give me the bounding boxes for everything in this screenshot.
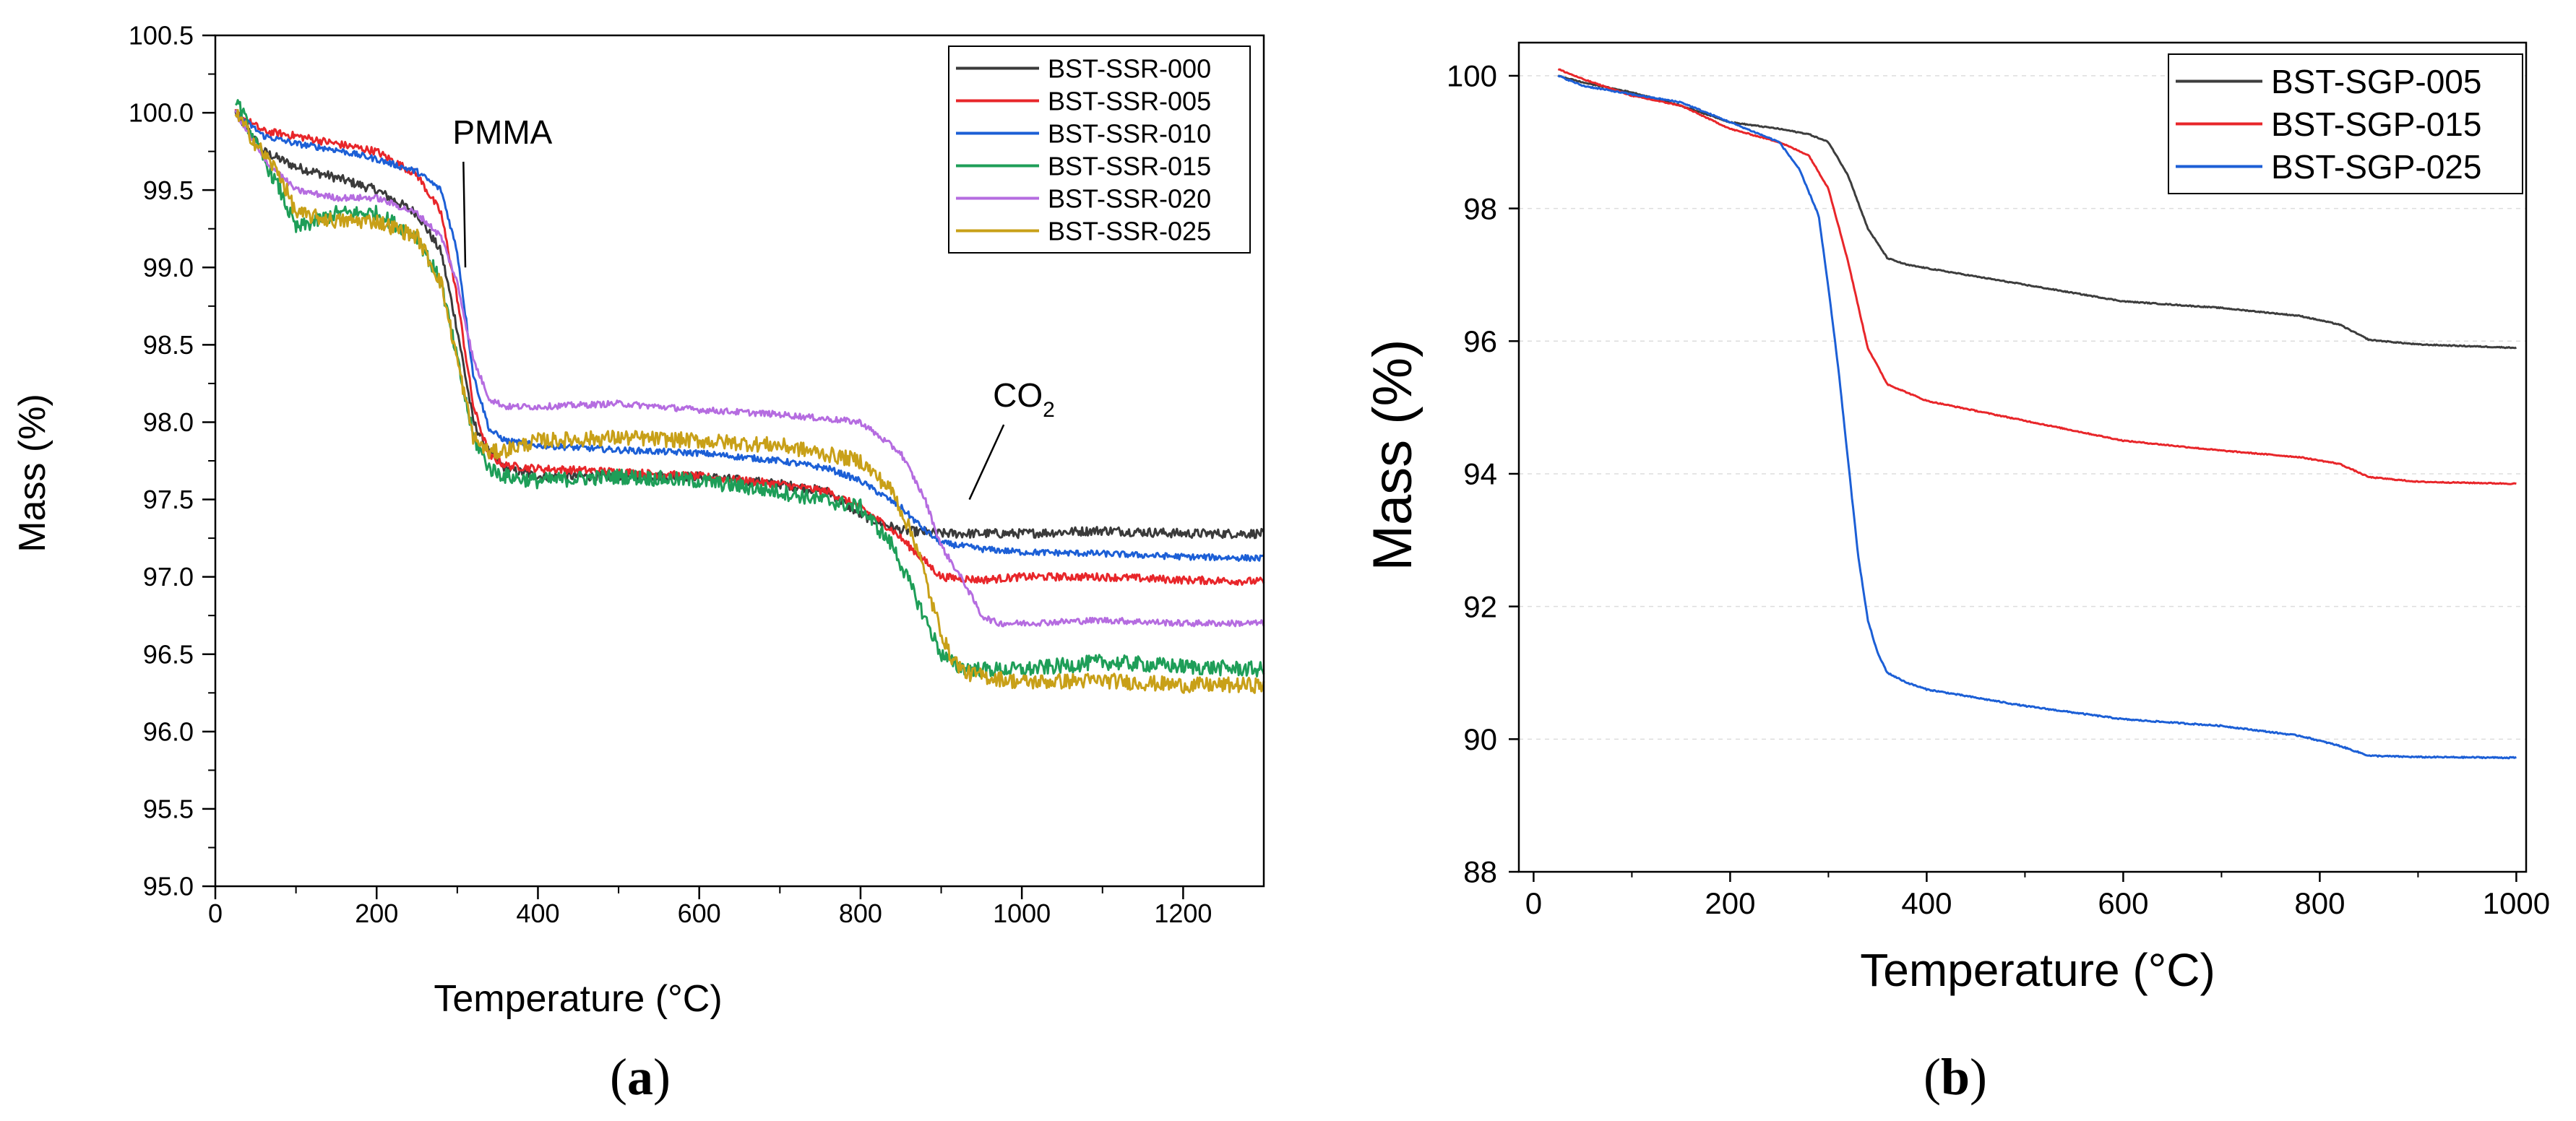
pa-y-tick-label-6: 98.0	[143, 407, 194, 437]
pb-y-tick-label-5: 98	[1463, 191, 1497, 225]
pa-x-tick-label-6: 1200	[1154, 899, 1212, 928]
pa-x-tick-label-0: 0	[208, 899, 223, 928]
pa-legend-label-4: BST-SSR-020	[1048, 183, 1211, 213]
pa-legend-label-2: BST-SSR-010	[1048, 118, 1211, 148]
caption-a-close: )	[652, 1048, 671, 1106]
pa-annotation-1: CO2	[993, 376, 1055, 422]
pb-x-tick-label-3: 600	[2098, 886, 2148, 920]
pa-annotation-line-0	[462, 161, 467, 268]
pb-legend-label-0: BST-SGP-005	[2271, 63, 2481, 100]
pa-legend-label-0: BST-SSR-000	[1048, 53, 1211, 83]
pa-x-tick-label-1: 200	[355, 899, 398, 928]
pa-annotation-0: PMMA	[452, 113, 552, 151]
pb-legend-label-1: BST-SGP-015	[2271, 105, 2481, 143]
caption-a: (a)	[610, 1047, 671, 1107]
pa-series-bst-ssr-000	[234, 111, 1265, 540]
pa-legend-label-1: BST-SSR-005	[1048, 86, 1211, 116]
pa-series-bst-ssr-020	[234, 110, 1265, 628]
pb-x-tick-label-2: 400	[1901, 886, 1952, 920]
pa-series-bst-ssr-010	[234, 109, 1265, 562]
pb-y-tick-label-3: 94	[1463, 457, 1497, 491]
pb-legend-label-2: BST-SGP-025	[2271, 148, 2481, 186]
panel-a: 0 200 400 600 800 1000 1200 95.0 95.5 96.0 96.5 97.…	[12, 21, 1265, 1020]
pa-y-tick-label-2: 96.0	[143, 717, 194, 746]
pa-x-tick-label-3: 600	[678, 899, 721, 928]
pa-x-tick-label-4: 800	[839, 899, 882, 928]
caption-b: (b)	[1924, 1047, 1987, 1107]
pa-y-tick-label-11: 100.5	[129, 21, 194, 51]
pa-y-tick-label-10: 100.0	[129, 98, 194, 128]
pa-y-tick-label-5: 97.5	[143, 485, 194, 514]
caption-b-close: )	[1970, 1048, 1988, 1106]
pa-series-bst-ssr-025	[234, 108, 1265, 694]
y-axis-label-b: Mass (%)	[1362, 339, 1423, 571]
pb-y-tick-label-4: 96	[1463, 324, 1497, 358]
caption-a-open: (	[610, 1048, 627, 1106]
pb-y-tick-label-2: 92	[1463, 589, 1497, 623]
pa-y-tick-label-9: 99.5	[143, 176, 194, 205]
pa-y-tick-label-3: 96.5	[143, 639, 194, 669]
pb-y-tick-label-0: 88	[1463, 855, 1497, 889]
pa-y-tick-label-1: 95.5	[143, 795, 194, 824]
pa-y-tick-label-0: 95.0	[143, 872, 194, 901]
pb-x-tick-label-0: 0	[1525, 886, 1542, 920]
pa-y-tick-label-7: 98.5	[143, 330, 194, 360]
pb-y-tick-label-1: 90	[1463, 722, 1497, 756]
pb-y-tick-label-6: 100	[1447, 59, 1497, 93]
pb-x-tick-label-5: 1000	[2483, 886, 2550, 920]
pa-legend-label-5: BST-SSR-025	[1048, 216, 1211, 246]
panel-b: 0 200 400 600 800 1000 88 90 92 94 96 98 100 BST-SGP…	[1362, 41, 2550, 996]
pb-series-bst-sgp-025	[1557, 74, 2517, 760]
pa-y-tick-label-4: 97.0	[143, 562, 194, 592]
caption-a-letter: a	[626, 1048, 653, 1106]
pa-legend	[948, 46, 1251, 254]
pa-x-tick-label-5: 1000	[993, 899, 1051, 928]
pa-x-tick-label-2: 400	[516, 899, 559, 928]
pa-legend-label-3: BST-SSR-015	[1048, 151, 1211, 181]
x-axis-label-b: Temperature (°C)	[1860, 944, 2215, 996]
y-axis-label-a: Mass (%)	[12, 394, 53, 553]
pb-x-tick-label-4: 800	[2294, 886, 2345, 920]
pb-series-bst-sgp-015	[1557, 68, 2517, 485]
pb-x-tick-label-1: 200	[1705, 886, 1755, 920]
pb-plot-frame	[1517, 41, 2528, 873]
pa-y-tick-label-8: 99.0	[143, 253, 194, 282]
pa-annotation-line-1	[968, 424, 1005, 501]
caption-b-letter: b	[1940, 1048, 1970, 1106]
caption-b-open: (	[1924, 1048, 1941, 1106]
x-axis-label-a: Temperature (°C)	[434, 978, 722, 1020]
